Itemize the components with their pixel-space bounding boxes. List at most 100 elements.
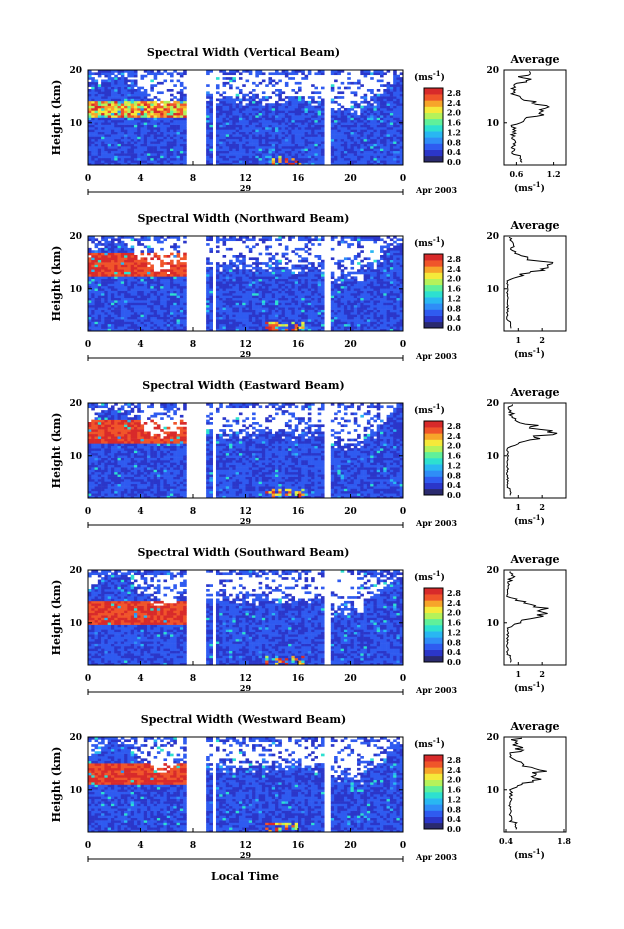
heatmap-cell	[383, 93, 387, 97]
heatmap-cell	[238, 91, 243, 95]
heatmap-cell	[275, 122, 279, 125]
heatmap-cell	[232, 276, 236, 280]
heatmap-cell	[370, 72, 374, 76]
heatmap-cell	[386, 127, 391, 130]
heatmap-cell	[156, 304, 161, 308]
heatmap-cell	[91, 100, 95, 104]
heatmap-cell	[140, 110, 145, 114]
heatmap-cell	[130, 319, 135, 322]
heatmap-cell	[120, 266, 125, 270]
heatmap-cell	[298, 134, 302, 137]
heatmap-cell	[238, 304, 243, 308]
heatmap-cell	[101, 271, 105, 275]
heatmap-cell	[301, 131, 305, 135]
heatmap-cell	[370, 160, 374, 163]
heatmap-cell	[94, 314, 99, 318]
heatmap-cell	[265, 127, 269, 130]
heatmap-cell	[235, 304, 240, 308]
heatmap-cell	[232, 117, 236, 121]
heatmap-cell	[133, 81, 138, 85]
heatmap-cell	[110, 122, 115, 125]
heatmap-cell	[143, 136, 148, 140]
heatmap-cell	[97, 271, 102, 275]
heatmap-cell	[176, 103, 181, 106]
heatmap-cell	[88, 276, 92, 280]
panel-0: Spectral Width (Vertical Beam)2010Height…	[50, 46, 567, 195]
heatmap-cell	[376, 93, 381, 97]
heatmap-cell	[399, 124, 404, 128]
heatmap-cell	[255, 70, 259, 73]
heatmap-cell	[215, 91, 220, 95]
heatmap-cell	[163, 124, 168, 128]
heatmap-cell	[278, 307, 282, 310]
heatmap-cell	[120, 146, 125, 149]
heatmap-cell	[209, 319, 213, 322]
heatmap-cell	[314, 309, 318, 313]
x-tick-label: 8	[190, 174, 196, 184]
heatmap-cell	[156, 98, 161, 102]
heatmap-cell	[261, 314, 266, 318]
heatmap-cell	[370, 103, 374, 106]
heatmap-cell	[281, 134, 286, 137]
heatmap-cell	[101, 316, 105, 320]
heatmap-cell	[337, 115, 341, 118]
heatmap-cell	[229, 271, 233, 275]
heatmap-cell	[209, 323, 213, 327]
heatmap-cell	[97, 134, 102, 137]
heatmap-cell	[91, 276, 95, 280]
heatmap-cell	[248, 304, 253, 308]
heatmap-cell	[114, 155, 118, 159]
heatmap-cell	[248, 70, 253, 73]
heatmap-cell	[373, 122, 378, 125]
heatmap-cell	[160, 281, 164, 284]
heatmap-cell	[107, 290, 112, 294]
heatmap-cell	[275, 259, 279, 263]
colorbar-tick-label: 2.4	[447, 98, 461, 108]
heatmap-cell	[88, 297, 92, 301]
heatmap-cell	[163, 314, 168, 318]
heatmap-cell	[150, 323, 154, 327]
heatmap-cell	[307, 314, 312, 318]
heatmap-cell	[114, 124, 118, 128]
heatmap-cell	[396, 134, 401, 137]
heatmap-cell	[245, 129, 250, 133]
heatmap-cell	[255, 297, 259, 301]
heatmap-cell	[314, 112, 318, 116]
heatmap-cell	[288, 155, 292, 159]
heatmap-cell	[104, 98, 108, 102]
heatmap-cell	[130, 129, 135, 133]
heatmap-cell	[130, 153, 135, 156]
heatmap-cell	[101, 155, 105, 159]
heatmap-cell	[153, 316, 158, 320]
heatmap-cell	[242, 321, 246, 325]
heatmap-cell	[304, 245, 309, 249]
heatmap-cell	[360, 146, 364, 149]
heatmap-cell	[258, 70, 263, 73]
heatmap-cell	[232, 160, 236, 163]
heatmap-cell	[334, 124, 338, 128]
heatmap-cell	[261, 143, 266, 147]
heatmap-cell	[133, 131, 138, 135]
heatmap-cell	[261, 91, 266, 95]
heatmap-cell	[124, 259, 128, 263]
heatmap-cell	[235, 259, 240, 263]
heatmap-cell	[311, 312, 315, 315]
heatmap-cell	[275, 293, 279, 296]
heatmap-cell	[281, 283, 286, 287]
heatmap-cell	[176, 319, 181, 322]
heatmap-cell	[107, 257, 112, 261]
heatmap-cell	[271, 105, 276, 109]
heatmap-cell	[140, 150, 145, 154]
heatmap-cell	[301, 307, 305, 310]
heatmap-cell	[307, 136, 312, 140]
heatmap-cell	[215, 238, 220, 242]
heatmap-cell	[166, 295, 171, 299]
heatmap-cell	[133, 129, 138, 133]
heatmap-cell	[97, 93, 102, 97]
heatmap-cell	[133, 319, 138, 322]
heatmap-cell	[117, 72, 122, 76]
heatmap-cell	[140, 257, 145, 261]
heatmap-cell	[173, 281, 177, 284]
heatmap-cell	[258, 326, 263, 329]
heatmap-cell	[225, 314, 230, 318]
